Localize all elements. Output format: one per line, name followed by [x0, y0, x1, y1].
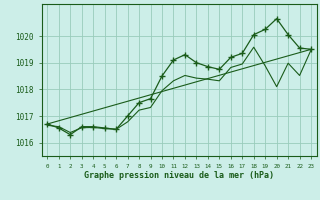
X-axis label: Graphe pression niveau de la mer (hPa): Graphe pression niveau de la mer (hPa): [84, 171, 274, 180]
